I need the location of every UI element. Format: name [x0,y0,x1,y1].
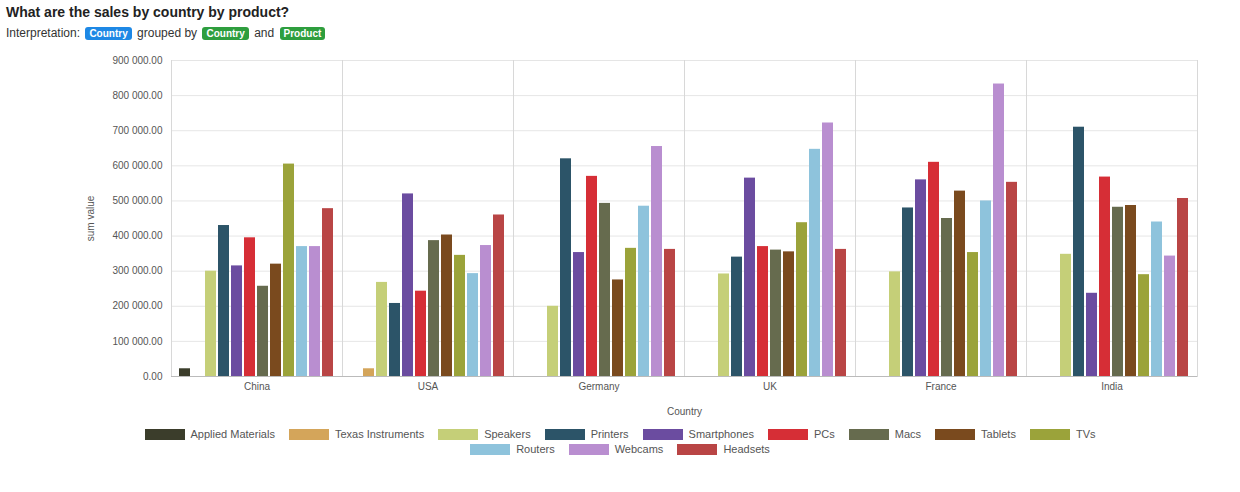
html-text:Speakers: Speakers [484,428,531,440]
svg-text:300 000.00: 300 000.00 [112,265,162,276]
html-text:and: and [250,26,278,40]
html-text:Product: Product [283,28,322,39]
svg-text:400 000.00: 400 000.00 [112,230,162,241]
svg-text:500 000.00: 500 000.00 [112,195,162,206]
html-text:Printers: Printers [590,428,629,440]
html-text:Country: Country [206,28,245,39]
svg-text:Country: Country [667,406,702,417]
html-text:TVs: TVs [1075,428,1096,440]
html-text:Routers: Routers [516,443,555,455]
svg-text:France: France [925,381,957,392]
svg-text:Germany: Germany [578,381,619,392]
svg-text:China: China [244,381,271,392]
svg-text:0.00: 0.00 [143,371,163,382]
svg-text:900 000.00: 900 000.00 [112,55,162,66]
html-text:Headsets: Headsets [723,443,770,455]
html-text:Texas Instruments: Texas Instruments [334,428,425,440]
html-text:Webcams: Webcams [614,443,664,455]
svg-text:200 000.00: 200 000.00 [112,300,162,311]
html-text:Interpretation:: Interpretation: [6,26,84,40]
svg-text:100 000.00: 100 000.00 [112,336,162,347]
html-text:Macs: Macs [894,428,921,440]
html-text:grouped by: grouped by [133,26,201,40]
svg-text:600 000.00: 600 000.00 [112,160,162,171]
svg-text:India: India [1101,381,1123,392]
html-text:PCs: PCs [814,428,835,440]
html-text:Tablets: Tablets [981,428,1016,440]
html-text:Applied Materials: Applied Materials [190,428,275,440]
html-text:Country: Country [89,28,128,39]
svg-text:700 000.00: 700 000.00 [112,125,162,136]
html-text:What are the sales by country: What are the sales by country by product… [6,4,290,20]
html-text:Smartphones: Smartphones [688,428,754,440]
svg-text:sum value: sum value [85,195,96,241]
svg-text:UK: UK [763,381,777,392]
svg-text:USA: USA [418,381,439,392]
svg-text:800 000.00: 800 000.00 [112,90,162,101]
